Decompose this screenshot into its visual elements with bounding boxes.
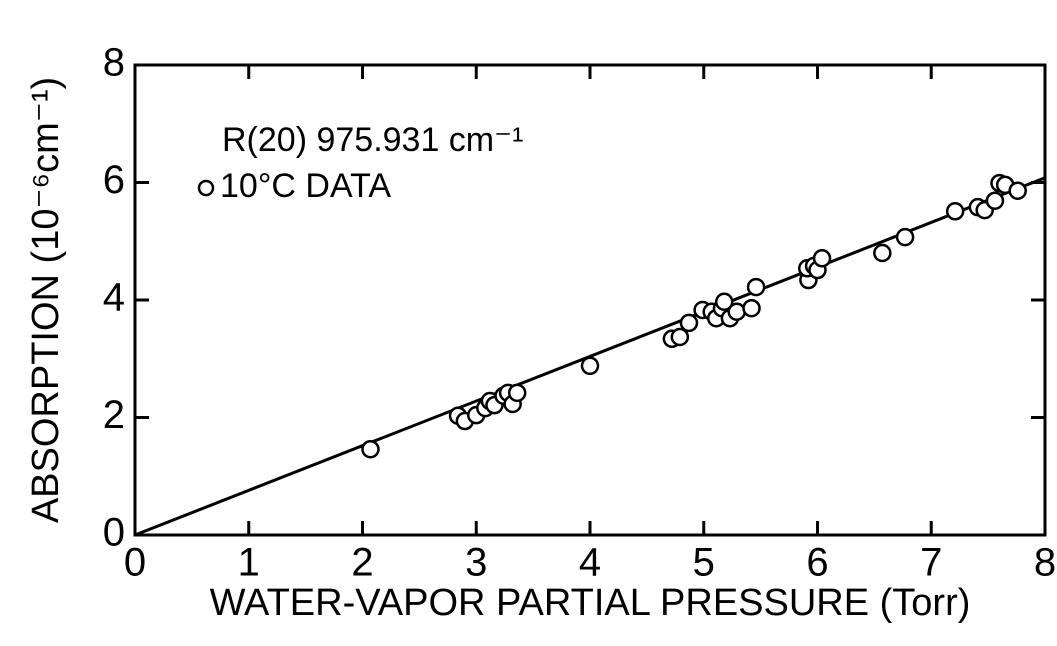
data-point xyxy=(679,313,699,333)
x-tick-label: 4 xyxy=(579,541,601,585)
data-point xyxy=(580,356,600,376)
data-point xyxy=(727,302,746,321)
data-point xyxy=(507,383,527,403)
data-point xyxy=(746,277,766,297)
x-axis-label: WATER-VAPOR PARTIAL PRESSURE (Torr) xyxy=(210,582,971,624)
x-tick-label: 7 xyxy=(920,541,942,585)
x-tick-label: 0 xyxy=(124,541,146,585)
y-axis-label: ABSORPTION (10⁻⁶cm⁻¹) xyxy=(25,77,67,523)
y-tick-label: 8 xyxy=(103,41,125,85)
y-tick-label: 4 xyxy=(103,276,125,320)
annotation: R(20) 975.931 cm⁻¹ xyxy=(222,121,523,159)
x-tick-label: 1 xyxy=(238,541,260,585)
legend-marker xyxy=(197,179,215,197)
data-point xyxy=(895,227,915,247)
x-tick-label: 5 xyxy=(693,541,715,585)
y-tick-label: 2 xyxy=(103,393,125,437)
legend-label: 10°C DATA xyxy=(220,167,391,205)
data-point xyxy=(670,327,690,347)
x-tick-label: 8 xyxy=(1034,541,1056,585)
data-point xyxy=(742,298,761,318)
data-point xyxy=(1008,181,1027,200)
y-tick-label: 6 xyxy=(103,158,125,202)
data-point xyxy=(945,202,965,221)
data-point xyxy=(812,249,832,268)
data-point xyxy=(361,439,380,459)
x-tick-label: 2 xyxy=(351,541,373,585)
data-point xyxy=(714,292,734,312)
fit-line xyxy=(134,176,1046,537)
data-point xyxy=(873,243,892,263)
data-point xyxy=(985,191,1005,210)
x-tick-label: 6 xyxy=(806,541,828,585)
y-tick-label: 0 xyxy=(103,511,125,555)
x-tick-label: 3 xyxy=(465,541,487,585)
